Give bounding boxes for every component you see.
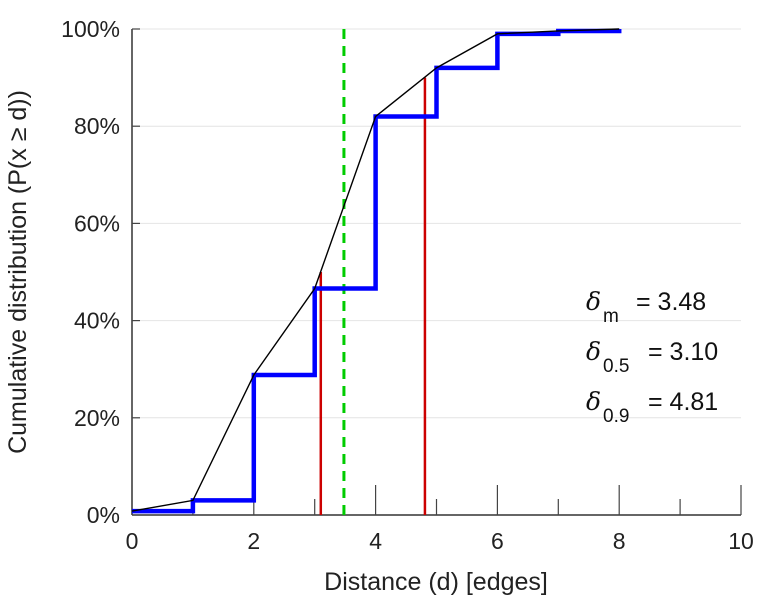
step-cdf-line — [132, 28, 622, 514]
x-tick-label: 2 — [247, 528, 260, 554]
x-tick-label: 8 — [613, 528, 626, 554]
x-tick-label: 6 — [491, 528, 504, 554]
annotation-value: = 3.48 — [636, 288, 706, 316]
delta-symbol: δ — [586, 337, 601, 366]
x-tick-label: 0 — [126, 528, 139, 554]
y-tick-label: 60% — [74, 210, 120, 236]
statistic-annotation: δ0.9 = 4.81 — [586, 387, 718, 427]
axes — [131, 28, 742, 516]
delta-symbol: δ — [586, 287, 601, 316]
y-axis-label: Cumulative distribution (P(x ≥ d)) — [4, 90, 32, 454]
delta-symbol: δ — [586, 387, 601, 416]
vertical-markers — [319, 29, 427, 515]
y-tick-label: 20% — [74, 405, 120, 431]
statistic-annotation: δm = 3.48 — [586, 287, 706, 327]
y-tick-label: 40% — [74, 308, 120, 334]
gridlines — [132, 28, 741, 419]
y-tick-label: 80% — [74, 113, 120, 139]
annotation-value: = 3.10 — [648, 338, 718, 366]
annotation-subscript: 0.9 — [603, 406, 629, 427]
annotation-subscript: m — [603, 306, 619, 327]
y-tick-label: 0% — [87, 502, 120, 528]
interpolated-cdf-line — [131, 28, 620, 512]
series-lines — [131, 28, 622, 514]
x-tick-label: 4 — [369, 528, 382, 554]
y-tick-label: 100% — [61, 16, 120, 42]
x-axis-label: Distance (d) [edges] — [324, 568, 548, 596]
annotation-subscript: 0.5 — [603, 356, 629, 377]
x-tick-label: 10 — [728, 528, 754, 554]
statistic-annotation: δ0.5 = 3.10 — [586, 337, 718, 377]
tick-labels: 0 2 4 6 8 100%20%40%60%80%100% — [61, 16, 754, 554]
annotation-value: = 4.81 — [648, 388, 718, 416]
